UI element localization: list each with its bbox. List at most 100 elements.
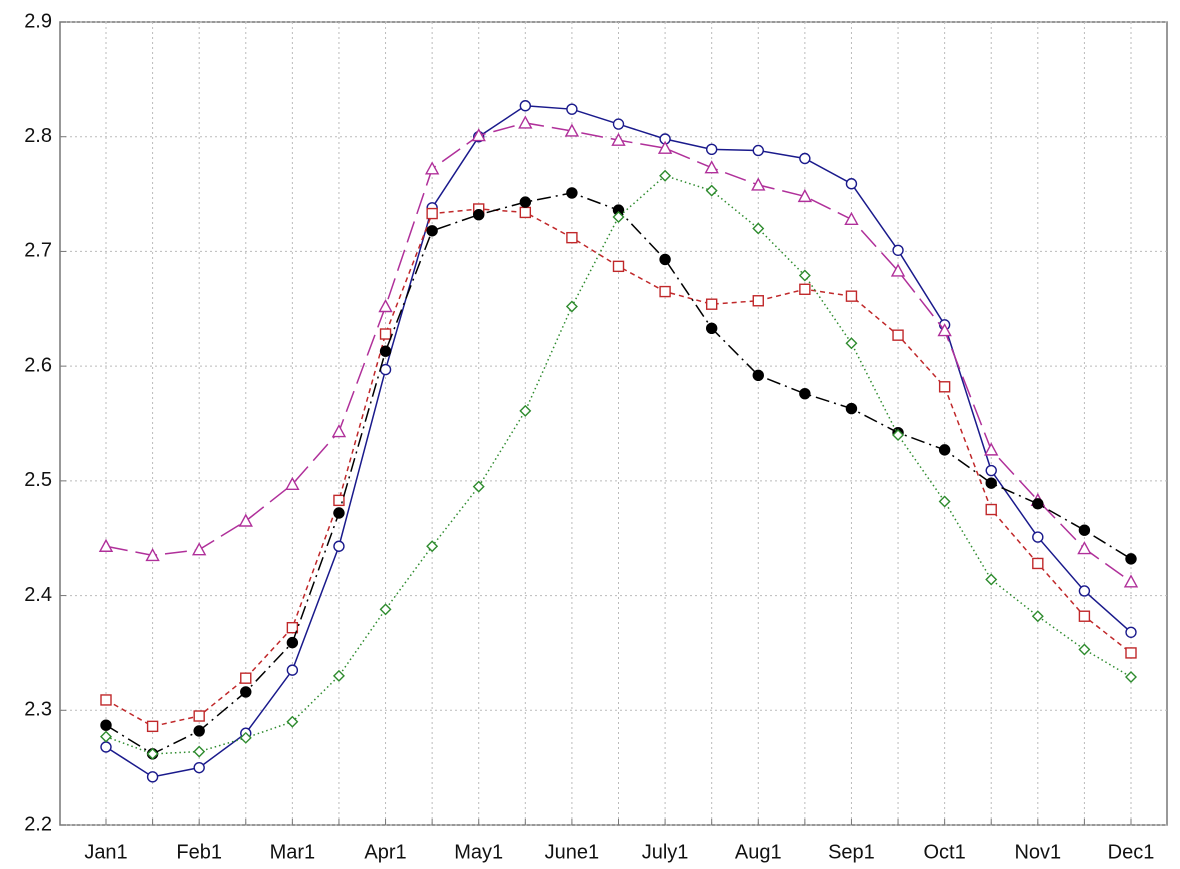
point [238,513,253,527]
point [1125,647,1137,659]
point [193,761,205,774]
point [566,187,578,199]
point [612,260,625,273]
point [519,206,532,219]
point [240,686,252,698]
y-tick-label: 2.4 [24,584,52,606]
x-tick-label: Nov1 [1014,841,1061,863]
point [659,169,672,182]
x-tick-label: Mar1 [270,841,316,863]
point [379,328,392,340]
point [426,540,439,553]
point [286,636,299,649]
point [471,128,486,142]
y-tick-label: 2.5 [24,469,52,491]
point [752,369,764,382]
point [379,345,392,357]
y-tick-label: 2.2 [24,813,52,835]
point [146,747,159,760]
point [752,144,764,157]
x-tick-label: June1 [545,841,600,863]
y-tick-label: 2.3 [24,699,52,721]
point [378,299,393,313]
point [659,285,671,298]
point [752,222,765,235]
point [100,741,112,753]
point [611,132,626,146]
point [1032,498,1044,510]
point [798,269,811,282]
x-tick-label: Oct1 [924,841,966,863]
point [892,244,904,256]
point [1078,610,1091,622]
point [146,771,159,783]
point [751,177,766,191]
x-tick-label: Apr1 [364,841,406,863]
point [657,140,673,154]
x-tick-label: Jan1 [84,841,127,863]
x-tick-label: May1 [454,841,503,863]
point [845,337,858,350]
point [705,184,718,197]
point [844,211,859,226]
point [937,323,952,337]
point [566,103,578,115]
point [985,573,998,586]
point [938,444,951,456]
x-tick-label: July1 [642,841,689,863]
point [890,263,906,277]
point [799,283,811,295]
point [565,300,578,313]
point [145,547,160,562]
point [100,730,112,743]
point [98,538,114,552]
point [239,731,252,744]
point [845,178,858,190]
point [333,494,345,507]
y-tick-label: 2.8 [24,125,52,147]
point [519,196,532,208]
x-tick-label: Dec1 [1108,841,1155,863]
point [1077,541,1092,555]
point [1078,643,1091,656]
point [424,161,440,175]
y-tick-label: 2.9 [24,10,52,32]
y-tick-label: 2.6 [24,354,52,376]
point [518,115,533,129]
point [240,672,252,684]
point [286,621,299,634]
point [193,710,205,722]
point [1032,557,1044,570]
point [1125,671,1137,684]
point [892,329,904,341]
point [519,404,532,417]
x-tick-label: Feb1 [176,841,222,863]
point [612,118,625,130]
point [799,387,811,400]
point [333,507,345,519]
point [331,424,347,438]
point [985,503,997,516]
point [1032,531,1044,543]
point [1123,574,1139,588]
point [100,694,112,706]
point [659,253,671,266]
point [938,495,951,508]
point [845,290,858,302]
point [193,725,205,737]
point [379,603,392,616]
point [1078,524,1091,536]
point [1125,626,1137,638]
point [333,540,345,552]
point [938,381,951,393]
point [1031,610,1044,623]
point [705,143,718,156]
point [892,428,905,441]
point [799,152,811,165]
point [472,480,485,493]
point [426,225,438,237]
point [752,295,764,307]
point [100,719,112,731]
